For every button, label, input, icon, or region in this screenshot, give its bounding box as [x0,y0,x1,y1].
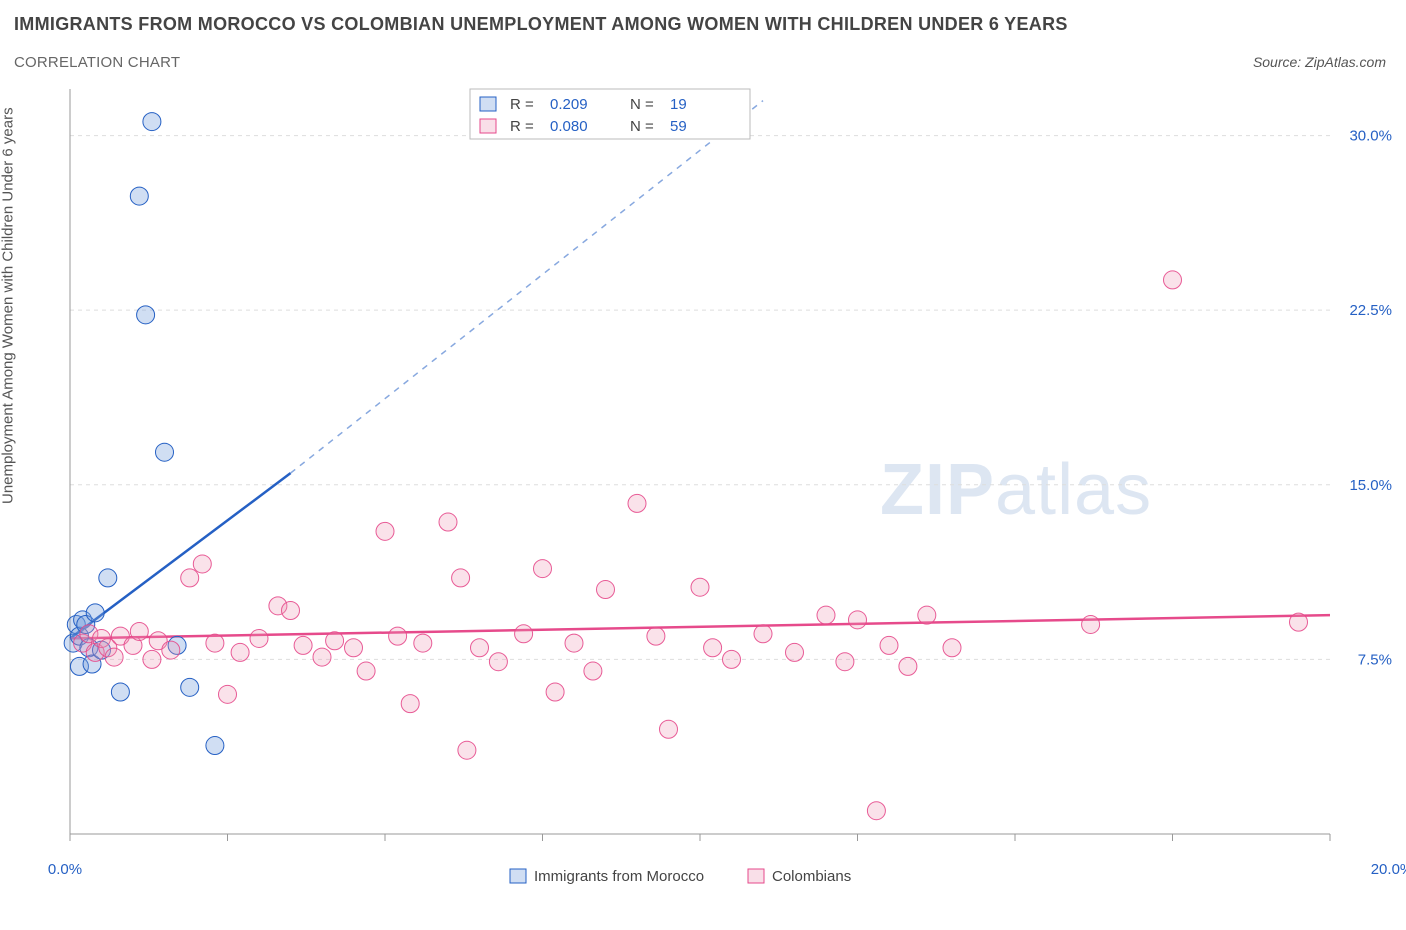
scatter-point-pink [458,741,476,759]
scatter-point-pink [647,627,665,645]
scatter-point-pink [143,650,161,668]
legend-n-label: N = [630,118,654,135]
top-legend: R = 0.209 N = 19 R = 0.080 N = 59 [470,89,750,139]
scatter-point-pink [282,602,300,620]
scatter-point-pink [105,648,123,666]
y-tick-label: 30.0% [1349,128,1392,145]
chart-svg: ZIPatlas 7.5% 15.0% 22.5% 30.0% 0.0% 20.0% R… [0,84,1406,930]
scatter-point-pink [565,634,583,652]
chart-title: IMMIGRANTS FROM MOROCCO VS COLOMBIAN UNE… [14,14,1068,35]
scatter-point-pink [660,720,678,738]
chart-subtitle: CORRELATION CHART [14,54,180,71]
scatter-point-blue [143,113,161,131]
watermark-rest: atlas [995,450,1152,530]
scatter-point-pink [597,581,615,599]
scatter-point-blue [206,737,224,755]
legend-n-value: 59 [670,118,687,135]
scatter-point-pink [471,639,489,657]
chart-source: Source: ZipAtlas.com [1253,54,1386,70]
legend-r-value: 0.080 [550,118,588,135]
scatter-point-pink [294,636,312,654]
scatter-point-blue [137,306,155,324]
bottom-legend-swatch-pink [748,869,764,883]
legend-swatch-pink [480,119,496,133]
scatter-point-pink [817,606,835,624]
scatter-point-pink [401,695,419,713]
scatter-point-pink [1290,613,1308,631]
trend-lines [70,101,1330,639]
scatter-point-blue [86,604,104,622]
bottom-legend-label: Immigrants from Morocco [534,868,704,885]
scatter-point-pink [452,569,470,587]
scatter-point-pink [1082,615,1100,633]
watermark-bold: ZIP [880,450,995,530]
scatter-point-pink [489,653,507,671]
scatter-point-pink [836,653,854,671]
legend-r-label: R = [510,118,534,135]
scatter-point-pink [219,685,237,703]
y-tick-label: 22.5% [1349,302,1392,319]
scatter-point-pink [181,569,199,587]
legend-r-label: R = [510,96,534,113]
scatter-point-pink [867,802,885,820]
y-tick-label: 15.0% [1349,477,1392,494]
chart-container: IMMIGRANTS FROM MOROCCO VS COLOMBIAN UNE… [0,0,1406,930]
scatter-point-pink [943,639,961,657]
scatter-point-pink [880,636,898,654]
legend-n-label: N = [630,96,654,113]
scatter-point-pink [326,632,344,650]
scatter-point-blue [181,678,199,696]
x-tick-label: 0.0% [48,861,82,878]
x-tick-labels: 0.0% 20.0% [48,861,1406,878]
scatter-point-blue [130,187,148,205]
scatter-point-pink [691,578,709,596]
watermark: ZIPatlas [880,450,1152,530]
scatter-point-pink [231,643,249,661]
scatter-point-pink [376,522,394,540]
y-tick-labels: 7.5% 15.0% 22.5% 30.0% [1349,128,1392,669]
scatter-point-pink [250,629,268,647]
scatter-point-pink [546,683,564,701]
scatter-point-pink [584,662,602,680]
bottom-legend-label: Colombians [772,868,851,885]
scatter-point-blue [156,443,174,461]
scatter-point-pink [704,639,722,657]
scatter-point-blue [111,683,129,701]
plot-wrap: Unemployment Among Women with Children U… [0,84,1406,930]
scatter-point-pink [1164,271,1182,289]
legend-swatch-blue [480,97,496,111]
scatter-point-pink [754,625,772,643]
scatter-point-pink [130,622,148,640]
scatter-point-pink [899,657,917,675]
bottom-legend: Immigrants from Morocco Colombians [510,868,851,885]
legend-n-value: 19 [670,96,687,113]
legend-r-value: 0.209 [550,96,588,113]
bottom-legend-swatch-blue [510,869,526,883]
scatter-point-pink [723,650,741,668]
scatter-point-pink [414,634,432,652]
scatter-point-pink [313,648,331,666]
scatter-point-pink [515,625,533,643]
scatter-point-pink [534,560,552,578]
scatter-point-pink [193,555,211,573]
scatter-point-pink [345,639,363,657]
scatter-point-pink [357,662,375,680]
x-tick-label: 20.0% [1371,861,1406,878]
scatter-point-pink [918,606,936,624]
scatter-point-pink [628,494,646,512]
scatter-point-pink [439,513,457,531]
scatter-point-pink [849,611,867,629]
scatter-point-pink [786,643,804,661]
scatter-point-blue [99,569,117,587]
y-tick-label: 7.5% [1358,651,1392,668]
scatter-point-pink [389,627,407,645]
scatter-point-pink [206,634,224,652]
scatter-point-pink [162,641,180,659]
